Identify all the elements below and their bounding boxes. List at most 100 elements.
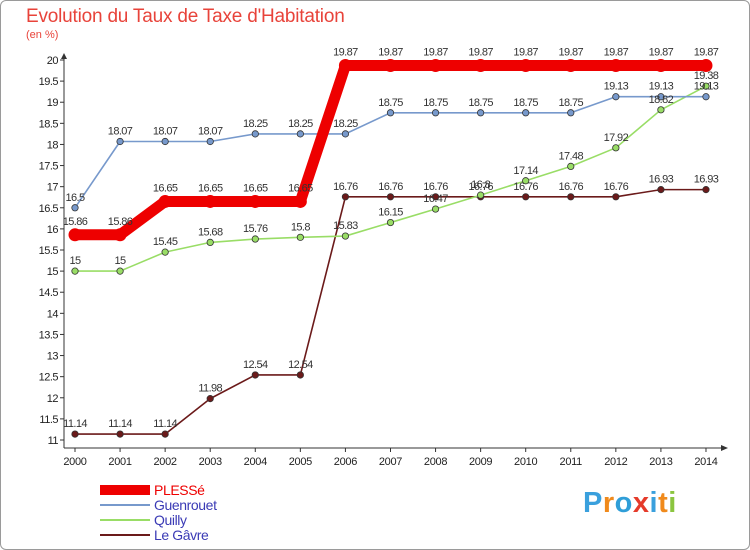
data-point xyxy=(203,194,217,208)
data-point xyxy=(477,191,485,199)
y-tick-label: 18 xyxy=(47,139,59,151)
data-label: 11.98 xyxy=(198,383,222,395)
x-tick-label: 2002 xyxy=(153,456,176,468)
data-label: 16.76 xyxy=(559,181,584,193)
x-tick-label: 2003 xyxy=(199,456,222,468)
data-point xyxy=(68,228,82,242)
data-point xyxy=(564,58,578,72)
y-tick-label: 20 xyxy=(47,55,59,67)
data-label: 16.76 xyxy=(513,181,538,193)
data-label: 16.93 xyxy=(649,174,674,186)
y-tick-label: 15.5 xyxy=(39,245,59,257)
data-point xyxy=(431,205,440,213)
data-point xyxy=(161,137,169,146)
data-point xyxy=(71,430,79,438)
data-label: 19.38 xyxy=(694,70,719,82)
data-label: 16.65 xyxy=(153,182,178,194)
data-label: 11.14 xyxy=(108,418,132,430)
data-label: 11.14 xyxy=(153,418,177,430)
data-point xyxy=(383,58,397,72)
data-point xyxy=(248,194,262,208)
data-point xyxy=(293,194,307,208)
data-point xyxy=(251,235,259,243)
data-point xyxy=(567,193,575,201)
data-label: 18.25 xyxy=(333,118,358,130)
x-tick-label: 2008 xyxy=(424,456,447,468)
data-point xyxy=(158,194,172,208)
data-label: 18.82 xyxy=(649,94,674,106)
x-tick-label: 2014 xyxy=(694,456,717,468)
data-label: 18.75 xyxy=(468,97,493,109)
data-point xyxy=(386,218,395,227)
data-label: 15.86 xyxy=(108,216,133,228)
data-label: 15 xyxy=(115,255,127,267)
data-label: 16.76 xyxy=(604,181,629,193)
proxiti-logo: Proxiti xyxy=(583,487,677,520)
data-label: 19.13 xyxy=(649,81,674,93)
data-point xyxy=(338,58,352,72)
data-point xyxy=(567,162,575,170)
x-tick-label: 2011 xyxy=(560,456,583,468)
data-label: 16.76 xyxy=(468,181,493,193)
data-point xyxy=(386,193,395,201)
data-point xyxy=(116,267,124,275)
chart-unit-label: (en %) xyxy=(26,29,59,41)
x-tick-label: 2010 xyxy=(514,456,537,468)
logo-letter: o xyxy=(614,487,633,519)
legend-swatch xyxy=(100,504,150,506)
y-tick-label: 13.5 xyxy=(39,329,59,341)
data-point xyxy=(113,228,127,242)
data-label: 19.13 xyxy=(604,81,629,93)
data-label: 15 xyxy=(69,255,81,267)
data-label: 17.48 xyxy=(559,150,584,162)
data-point xyxy=(161,248,169,256)
logo-letter: t xyxy=(658,487,669,519)
x-tick-label: 2013 xyxy=(649,456,672,468)
data-label: 18.75 xyxy=(378,97,403,109)
data-point xyxy=(702,82,710,90)
data-label: 15.8 xyxy=(291,221,310,233)
data-point xyxy=(612,193,620,201)
data-label: 16.76 xyxy=(423,181,448,193)
legend-label: PLESSé xyxy=(154,482,205,498)
x-axis-arrow xyxy=(721,445,728,451)
data-label: 19.87 xyxy=(468,46,493,58)
data-point xyxy=(474,58,488,72)
series-pless- xyxy=(68,58,713,242)
y-tick-label: 18.5 xyxy=(39,118,59,130)
y-tick-label: 11.5 xyxy=(39,414,58,426)
data-point xyxy=(206,137,214,146)
data-point xyxy=(341,232,350,240)
data-point xyxy=(612,93,620,101)
legend-swatch xyxy=(100,519,150,521)
data-point xyxy=(699,58,713,72)
y-tick-label: 17.5 xyxy=(39,161,59,173)
data-label: 19.87 xyxy=(333,46,358,58)
x-tick-label: 2009 xyxy=(469,456,492,468)
data-point xyxy=(71,204,79,212)
data-point xyxy=(654,58,668,72)
x-tick-label: 2012 xyxy=(604,456,627,468)
x-tick-label: 2007 xyxy=(379,456,402,468)
data-point xyxy=(71,267,79,275)
data-point xyxy=(431,109,440,117)
data-label: 16.76 xyxy=(378,181,403,193)
data-point xyxy=(206,238,214,246)
series-quilly xyxy=(71,82,710,275)
data-label: 16.65 xyxy=(243,182,268,194)
data-label: 19.87 xyxy=(559,46,584,58)
legend-swatch xyxy=(100,485,150,495)
legend-label: Quilly xyxy=(154,512,187,528)
data-point xyxy=(431,193,440,201)
data-label: 17.92 xyxy=(604,132,629,144)
data-label: 12.54 xyxy=(243,359,268,371)
data-label: 19.87 xyxy=(694,46,719,58)
data-point xyxy=(477,109,485,117)
data-label: 16.15 xyxy=(378,207,403,219)
data-point xyxy=(657,93,665,101)
logo-letter: r xyxy=(602,487,615,519)
data-label: 18.25 xyxy=(288,118,313,130)
data-point xyxy=(341,130,350,138)
data-label: 18.07 xyxy=(108,125,133,137)
